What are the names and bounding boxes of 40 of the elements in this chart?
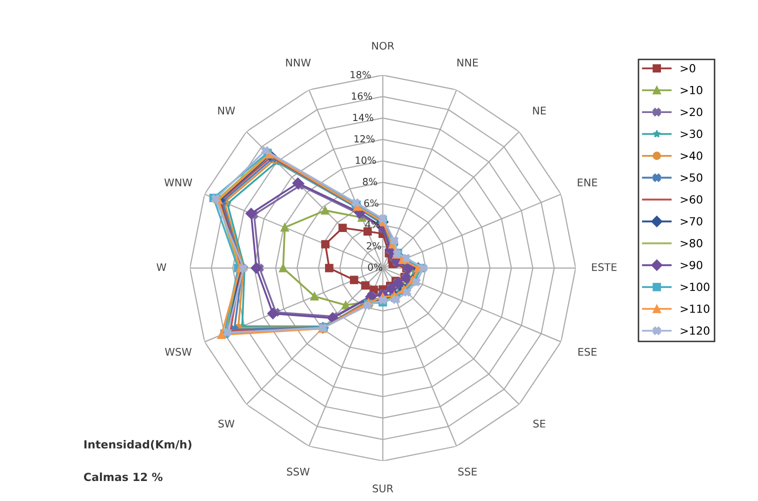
spoke-label: SSE: [458, 468, 477, 476]
legend-label: >40: [680, 151, 702, 160]
text: Intensidad(Km/h): [84, 440, 192, 450]
spoke-label: WSW: [165, 348, 192, 356]
legend-label: >10: [680, 86, 702, 94]
legend-label: >20: [680, 108, 702, 116]
y-tick-label: 2%: [366, 242, 381, 250]
spoke-label: SE: [533, 420, 546, 428]
legend-label: >110: [680, 304, 710, 313]
spoke-label: WNW: [164, 178, 192, 186]
y-tick-label: 6%: [364, 199, 378, 207]
y-tick-label: 18%: [350, 70, 371, 78]
legend-label: >60: [680, 195, 702, 204]
spoke-label: ENE: [578, 178, 598, 186]
spoke-label: NE: [533, 106, 546, 114]
legend-label: >30: [680, 130, 702, 138]
legend-label: >90: [680, 260, 702, 270]
legend-label: >70: [680, 217, 702, 226]
y-tick-label: 12%: [354, 135, 375, 142]
spoke-label: SW: [218, 420, 234, 428]
legend-label: >100: [680, 282, 710, 292]
y-tick-label: 14%: [353, 114, 374, 122]
spoke-label: NOR: [372, 42, 394, 50]
spoke-label: ESTE: [592, 263, 617, 272]
spoke-label: NW: [218, 106, 235, 114]
spoke-label: NNE: [457, 58, 478, 66]
spoke-label: SUR: [372, 484, 394, 492]
y-tick-label: 0%: [368, 264, 382, 271]
legend-label: >0: [680, 64, 696, 72]
y-tick-label: 8%: [362, 178, 378, 186]
y-tick-label: 10%: [356, 156, 376, 164]
legend-label: >50: [680, 173, 702, 182]
text: Calmas 12 %: [84, 472, 163, 482]
y-tick-label: 16%: [352, 92, 372, 100]
spoke-label: W: [156, 263, 166, 271]
spoke-label: NNW: [286, 58, 311, 66]
legend-label: >120: [680, 326, 710, 335]
spoke-label: ESE: [578, 348, 597, 356]
legend-label: >80: [680, 238, 702, 248]
spoke-label: SSW: [287, 468, 310, 476]
